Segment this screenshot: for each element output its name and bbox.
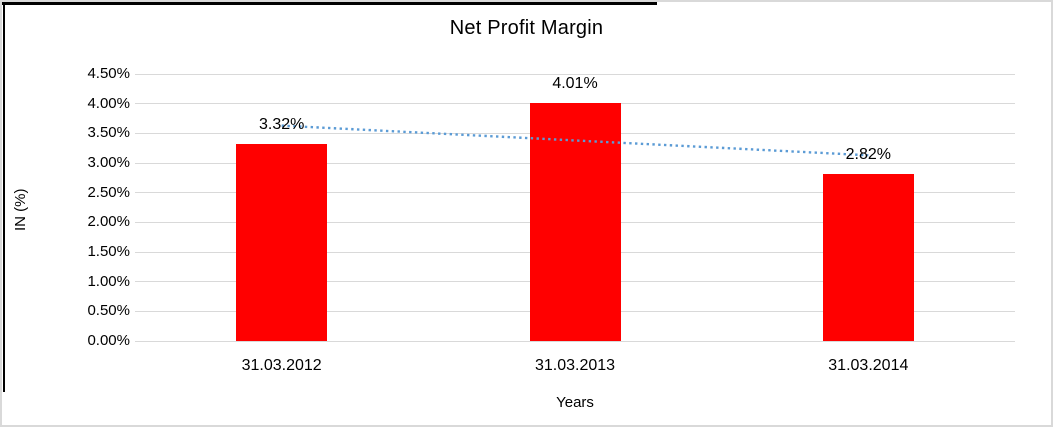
- y-tick-label: 1.50%: [87, 243, 130, 260]
- y-tick-label: 3.00%: [87, 154, 130, 171]
- gridline: [135, 340, 1015, 342]
- top-border-segment: [2, 2, 657, 5]
- y-tick-label: 2.50%: [87, 183, 130, 201]
- bar-data-label-1: 3.32%: [258, 116, 305, 133]
- bar-data-label-3: 2.82%: [845, 145, 892, 163]
- x-axis-title: Years: [556, 394, 594, 411]
- x-tick-label-2: 31.03.2013: [534, 357, 616, 374]
- y-axis-title: IN (%): [12, 188, 29, 232]
- gridline: [135, 73, 1015, 75]
- trendline: [281, 124, 869, 157]
- x-tick-label-1: 31.03.2012: [241, 357, 322, 374]
- y-tick-label: 4.50%: [87, 65, 130, 82]
- bar-data-label-2: 4.01%: [552, 75, 598, 93]
- chart-title: Net Profit Margin: [449, 17, 604, 39]
- y-tick-label: 0.00%: [87, 332, 130, 349]
- y-tick-label: 4.00%: [87, 94, 130, 112]
- y-tick-label: 3.50%: [87, 124, 130, 142]
- plot-area: Years 3.32% 31.03.2012 4.01% 31.03.2013 2.82…: [135, 73, 1015, 411]
- y-tick-label: 1.00%: [87, 272, 130, 290]
- bar-1: [236, 144, 328, 341]
- bar-3: [822, 173, 914, 341]
- bar-2: [529, 103, 621, 341]
- x-tick-label-3: 31.03.2014: [828, 357, 909, 374]
- y-axis-ticks: 0.00% 0.50% 1.00% 1.50% 2.00% 2.50% 3.00% 3.50%…: [40, 65, 130, 349]
- y-tick-label: 2.00%: [87, 213, 130, 231]
- y-tick-label: 0.50%: [87, 302, 130, 320]
- left-border-segment: [3, 2, 5, 392]
